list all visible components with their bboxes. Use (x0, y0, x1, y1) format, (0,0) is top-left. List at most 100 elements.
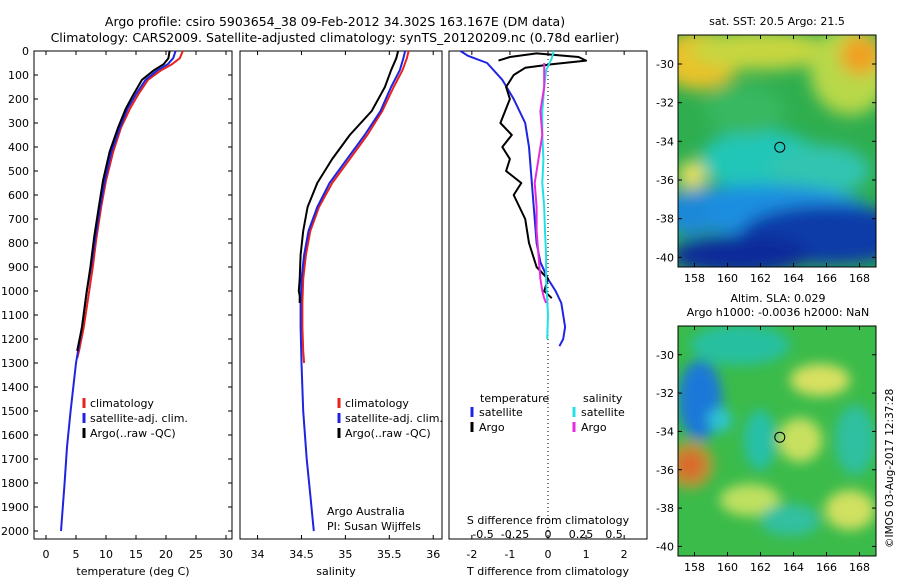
depth-tick-label: 1800 (1, 477, 29, 490)
x-tick-label: 25 (189, 548, 203, 561)
credit-org: Argo Australia (327, 505, 405, 518)
credit-pi: PI: Susan Wijffels (327, 520, 421, 533)
series-line-salinity-satellite (541, 50, 555, 340)
series-line-argo-raw-qc- (297, 50, 400, 303)
s-difference-tick-label: 0.25 (569, 528, 594, 541)
s-difference-tick-label: -0.25 (501, 528, 529, 541)
lon-tick-label: 168 (849, 272, 870, 285)
x-tick-label: -2 (466, 548, 477, 561)
x-tick-label: 10 (99, 548, 113, 561)
lat-tick-label: -40 (656, 251, 674, 264)
x-tick-label: 5 (73, 548, 80, 561)
lat-tick-label: -38 (656, 502, 674, 515)
depth-tick-label: 1900 (1, 501, 29, 514)
sst-heatmap-field (678, 35, 876, 267)
legend-label-climatology: climatology (90, 397, 154, 410)
legend-label-t-argo: Argo (479, 421, 505, 434)
argo-float-marker (774, 141, 786, 153)
lat-tick-label: -36 (656, 174, 674, 187)
sla-map-title-line2: Argo h1000: -0.0036 h2000: NaN (687, 306, 870, 319)
t-difference-x-axis: -2 -1 0 1 2 (466, 51, 628, 561)
depth-tick-label: 200 (8, 93, 29, 106)
lat-tick-label: -32 (656, 387, 674, 400)
x-tick-label: 15 (129, 548, 143, 561)
difference-series (459, 50, 588, 347)
lon-tick-label: 158 (684, 272, 705, 285)
lat-tick-label: -32 (656, 97, 674, 110)
legend-title-salinity: salinity (583, 392, 623, 405)
x-tick-label: 20 (159, 548, 173, 561)
sst-map-axes: 158 160 162 164 166 168 -30 -32 -34 -36 -38 -40 (656, 35, 876, 285)
argo-float-marker (774, 431, 786, 443)
lon-tick-label: 160 (717, 561, 738, 574)
legend-label-argo: Argo(..raw -QC) (345, 427, 431, 440)
salinity-series (297, 50, 410, 532)
legend-label-climatology: climatology (345, 397, 409, 410)
depth-tick-label: 1700 (1, 453, 29, 466)
depth-tick-label: 0 (22, 45, 29, 58)
legend-label-s-argo: Argo (581, 421, 607, 434)
series-line-climatology (76, 50, 184, 359)
depth-tick-label: 600 (8, 189, 29, 202)
temperature-x-label: temperature (deg C) (76, 565, 189, 578)
x-tick-label: -1 (504, 548, 515, 561)
sst-map-frame (677, 34, 877, 268)
lon-tick-label: 166 (816, 272, 837, 285)
x-tick-label: 34 (251, 548, 265, 561)
lon-tick-label: 168 (849, 561, 870, 574)
series-line-argo-raw-qc- (76, 50, 171, 352)
sla-heatmap-field (678, 326, 876, 556)
depth-tick-label: 800 (8, 237, 29, 250)
salinity-x-label: salinity (316, 565, 356, 578)
figure-title-line1: Argo profile: csiro 5903654_38 09-Feb-20… (105, 14, 565, 29)
salinity-panel: 34 34.5 35 35.5 36 salinity climatology sate… (239, 50, 443, 578)
legend-label-s-satellite: satellite (581, 406, 625, 419)
series-line-salinity-argo (533, 63, 548, 304)
depth-tick-label: 500 (8, 165, 29, 178)
lat-tick-label: -36 (656, 464, 674, 477)
s-difference-label: S difference from climatology (467, 514, 630, 527)
temperature-axes-frame (33, 50, 233, 540)
lon-tick-label: 166 (816, 561, 837, 574)
difference-panel: -2 -1 0 1 2 T difference from climatology S … (448, 50, 648, 578)
lon-tick-label: 160 (717, 272, 738, 285)
legend-label-satellite: satellite-adj. clim. (345, 412, 443, 425)
series-line-climatology (301, 50, 410, 364)
x-tick-label: 0 (545, 548, 552, 561)
imos-watermark: ©IMOS 03-Aug-2017 12:37:28 (884, 389, 896, 548)
lon-tick-label: 164 (783, 272, 804, 285)
depth-tick-label: 1200 (1, 333, 29, 346)
sla-map-frame (677, 325, 877, 557)
x-tick-label: 30 (219, 548, 233, 561)
x-tick-label: 35 (338, 548, 352, 561)
legend-label-t-satellite: satellite (479, 406, 523, 419)
x-tick-label: 1 (583, 548, 590, 561)
x-tick-label: 2 (621, 548, 628, 561)
x-tick-label: 36 (426, 548, 440, 561)
legend-title-temperature: temperature (480, 392, 549, 405)
s-difference-tick-label: -0.5 (472, 528, 493, 541)
series-line-temperature-argo (498, 52, 588, 299)
sla-map-axes: 158 160 162 164 166 168 -30 -32 -34 -36 -38 -40 (656, 326, 876, 574)
difference-legend: temperature salinity satellite Argo sate… (470, 392, 625, 434)
lat-tick-label: -30 (656, 349, 674, 362)
temperature-panel: 0100200300400500600700800900100011001200… (1, 45, 647, 578)
s-difference-scale: -0.5 -0.25 0 0.25 0.5 (472, 528, 622, 541)
lat-tick-label: -34 (656, 135, 674, 148)
depth-tick-label: 1600 (1, 429, 29, 442)
temperature-legend: climatology satellite-adj. clim. Argo(..… (82, 397, 188, 440)
lon-tick-label: 164 (783, 561, 804, 574)
x-tick-label: 34.5 (289, 548, 314, 561)
depth-tick-label: 1300 (1, 357, 29, 370)
s-difference-tick-label: 0 (545, 528, 552, 541)
sst-map: sat. SST: 20.5 Argo: 21.5 158 160 162 164 16… (656, 15, 877, 285)
temperature-x-axis: 0 5 10 15 20 25 30 (43, 51, 233, 561)
s-difference-tick-label: 0.5 (605, 528, 623, 541)
depth-tick-label: 300 (8, 117, 29, 130)
sla-map-title-line1: Altim. SLA: 0.029 (730, 292, 825, 305)
salinity-axes-frame (239, 50, 443, 540)
lat-tick-label: -30 (656, 58, 674, 71)
salinity-legend: climatology satellite-adj. clim. Argo(..… (337, 397, 443, 440)
t-difference-x-label: T difference from climatology (466, 565, 629, 578)
